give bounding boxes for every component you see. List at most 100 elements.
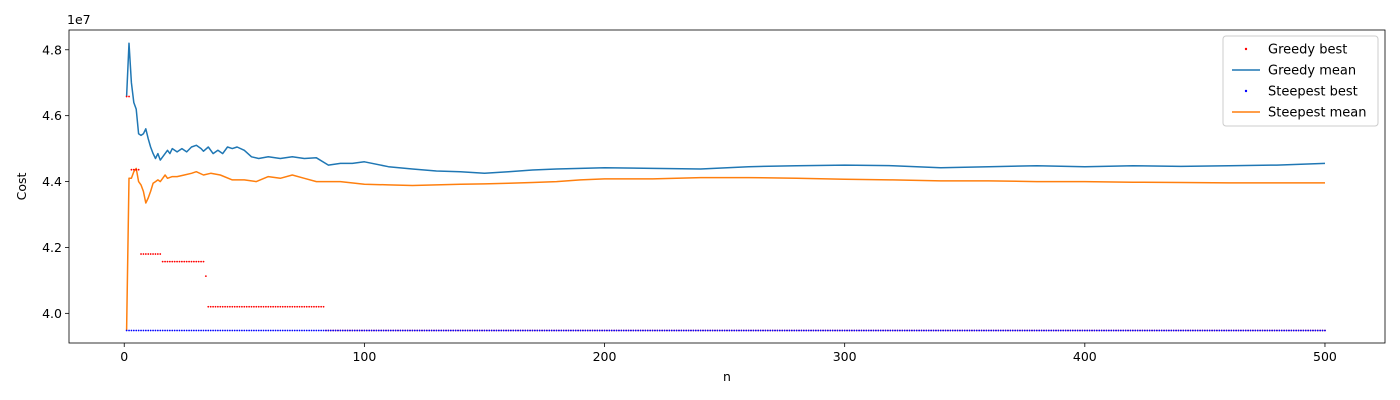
data-point: [1055, 329, 1057, 332]
data-point: [610, 329, 613, 332]
data-point: [805, 329, 808, 332]
data-point: [1211, 329, 1213, 332]
data-point: [687, 329, 690, 332]
x-tick-label: 0: [120, 349, 128, 364]
data-point: [301, 305, 303, 308]
data-point: [572, 329, 575, 332]
data-point: [322, 305, 325, 308]
data-point: [1139, 329, 1141, 332]
legend-label: Steepest mean: [1268, 106, 1366, 121]
data-point: [1007, 329, 1009, 332]
data-point: [1117, 329, 1120, 332]
data-point: [961, 329, 964, 332]
data-point: [814, 329, 817, 332]
data-point: [606, 329, 608, 332]
data-point: [284, 329, 287, 332]
data-point: [286, 329, 289, 332]
data-point: [404, 329, 407, 332]
data-point: [219, 329, 222, 332]
plot-area: [125, 42, 1326, 332]
data-point: [1148, 329, 1151, 332]
data-point: [313, 305, 315, 308]
data-point: [661, 329, 664, 332]
data-point: [351, 329, 354, 332]
data-point: [598, 329, 601, 332]
data-point: [668, 329, 671, 332]
data-point: [906, 329, 909, 332]
data-point: [1095, 329, 1098, 332]
data-point: [577, 329, 580, 332]
legend-item-steepest-mean: Steepest mean: [1232, 106, 1366, 121]
data-point: [1119, 329, 1122, 332]
y-axis-label: Cost: [14, 173, 29, 201]
data-point: [250, 329, 253, 332]
data-point: [1240, 329, 1242, 332]
data-point: [524, 329, 527, 332]
data-point: [555, 329, 558, 332]
data-point: [973, 329, 976, 332]
axes-frame: [68, 29, 1386, 344]
data-point: [471, 329, 474, 332]
data-point: [188, 260, 190, 263]
data-point: [209, 305, 212, 308]
y-tick-label: 4.4: [42, 174, 62, 189]
data-point: [1033, 329, 1036, 332]
data-point: [159, 329, 162, 332]
y-tick-label: 4.2: [42, 240, 62, 255]
data-point: [1071, 329, 1074, 332]
data-point: [714, 329, 716, 332]
data-point: [841, 329, 844, 332]
data-point: [248, 305, 251, 308]
data-point: [690, 329, 692, 332]
data-point: [798, 329, 800, 332]
data-point: [536, 329, 539, 332]
data-point: [884, 329, 887, 332]
data-point: [207, 329, 210, 332]
data-point: [836, 329, 839, 332]
legend: Greedy best Greedy mean Steepest best Steep…: [1222, 35, 1379, 127]
data-point: [204, 275, 207, 278]
data-point: [793, 329, 796, 332]
data-point: [505, 329, 507, 332]
data-point: [997, 329, 1000, 332]
data-point: [195, 329, 198, 332]
x-axis-label: n: [723, 369, 731, 384]
legend-item-greedy-mean: Greedy mean: [1232, 64, 1356, 79]
data-point: [675, 329, 678, 332]
data-point: [308, 329, 311, 332]
data-point: [894, 329, 896, 332]
data-point: [1062, 329, 1065, 332]
data-point: [132, 329, 135, 332]
data-point: [377, 329, 380, 332]
data-point: [1252, 329, 1254, 332]
data-point: [1261, 329, 1264, 332]
data-point: [711, 329, 714, 332]
data-point: [1059, 329, 1062, 332]
data-point: [293, 305, 296, 308]
data-point: [418, 329, 421, 332]
data-point: [485, 329, 488, 332]
data-point: [130, 329, 133, 332]
data-point: [570, 329, 572, 332]
data-point: [1208, 329, 1211, 332]
data-point: [567, 329, 570, 332]
data-point: [164, 260, 166, 263]
data-point: [1124, 329, 1127, 332]
data-point: [202, 329, 205, 332]
data-point: [947, 329, 949, 332]
data-point: [1223, 329, 1225, 332]
data-point: [1244, 329, 1247, 332]
data-point: [1165, 329, 1168, 332]
data-point: [855, 329, 858, 332]
data-point: [281, 329, 284, 332]
data-point: [478, 329, 481, 332]
data-point: [442, 329, 445, 332]
data-point: [262, 329, 265, 332]
data-point: [241, 305, 243, 308]
data-point: [783, 329, 786, 332]
data-point: [397, 329, 399, 332]
data-point: [1127, 329, 1129, 332]
data-point: [315, 305, 318, 308]
data-point: [622, 329, 625, 332]
data-point: [795, 329, 798, 332]
